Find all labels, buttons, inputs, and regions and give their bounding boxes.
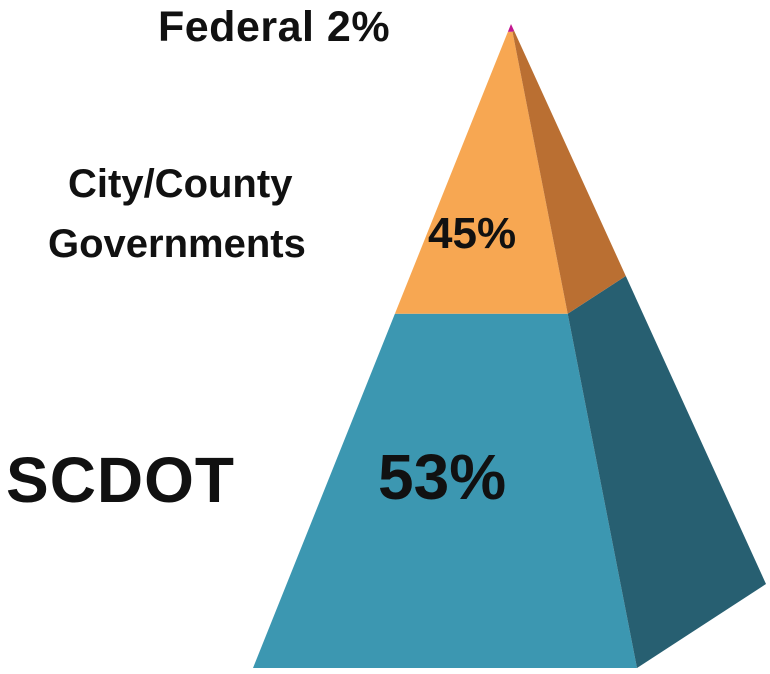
scdot-side-face: [567, 276, 766, 668]
city-county-value-label: 45%: [428, 209, 517, 258]
city-county-side-face: [512, 30, 626, 314]
scdot-label: SCDOT: [6, 444, 235, 516]
federal-label: Federal 2%: [158, 3, 391, 51]
city-county-front-face: [394, 31, 568, 314]
city-county-label-line-2: Governments: [48, 222, 306, 266]
city-county-label-line-1: City/County: [68, 162, 293, 206]
federal-apex-face: [507, 24, 515, 32]
scdot-front-face: [253, 313, 637, 668]
scdot-value-label: 53%: [378, 441, 507, 513]
